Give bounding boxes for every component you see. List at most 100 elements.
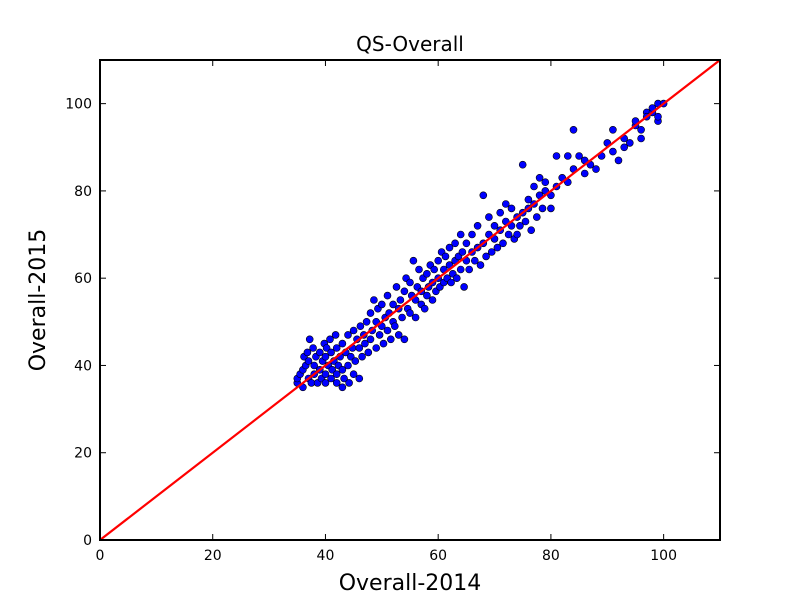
data-point	[473, 222, 482, 230]
data-point	[327, 374, 335, 383]
data-point	[370, 296, 378, 304]
chart-title: QS-Overall	[356, 32, 464, 56]
data-point	[322, 344, 331, 352]
data-point	[609, 126, 617, 134]
data-point	[501, 200, 510, 208]
data-point	[456, 230, 465, 239]
plot-frame	[99, 59, 721, 541]
data-point	[345, 379, 353, 387]
data-point	[349, 326, 358, 335]
data-point	[332, 379, 341, 387]
data-point	[415, 265, 423, 274]
data-point	[344, 361, 352, 370]
data-point	[445, 243, 454, 252]
data-point	[420, 304, 429, 313]
data-point	[332, 370, 341, 379]
data-point	[513, 230, 521, 239]
data-point	[400, 335, 409, 344]
data-point	[356, 322, 365, 331]
data-point	[637, 134, 645, 143]
data-point	[331, 331, 340, 339]
x-tick-label: 100	[650, 548, 677, 564]
data-point	[490, 222, 499, 230]
data-point	[521, 217, 530, 226]
data-point	[340, 374, 348, 383]
data-point	[390, 322, 399, 331]
x-tick-label: 40	[317, 548, 335, 564]
data-points	[293, 99, 668, 392]
data-point	[358, 352, 366, 361]
data-point	[434, 256, 443, 265]
data-point	[527, 226, 536, 234]
data-point	[493, 243, 502, 252]
data-point	[375, 331, 384, 339]
x-tick-label: 80	[542, 548, 560, 564]
data-point	[547, 204, 555, 213]
data-point	[447, 278, 455, 287]
data-point	[476, 261, 485, 269]
data-point	[303, 348, 312, 357]
y-tick-label: 80	[74, 184, 92, 200]
data-point	[409, 256, 418, 265]
data-point	[451, 239, 459, 248]
data-point	[304, 357, 313, 365]
data-point	[361, 339, 369, 348]
data-point	[538, 204, 547, 213]
data-point	[406, 278, 414, 287]
data-point	[430, 265, 439, 274]
data-point	[321, 370, 330, 379]
data-point	[499, 239, 507, 248]
data-point	[326, 335, 334, 344]
data-point	[377, 300, 386, 309]
data-point	[428, 296, 437, 304]
data-point	[338, 339, 347, 348]
data-point	[351, 357, 360, 365]
data-point	[383, 291, 392, 300]
data-point	[496, 208, 505, 217]
data-point	[609, 147, 617, 156]
data-point	[532, 213, 541, 221]
data-point	[338, 383, 347, 392]
data-point	[456, 265, 465, 274]
data-point	[504, 230, 513, 239]
x-tick-label: 60	[429, 548, 447, 564]
data-point	[458, 248, 467, 256]
data-point	[328, 365, 337, 374]
x-tick-label: 20	[204, 548, 222, 564]
data-point	[366, 335, 375, 344]
data-point	[462, 239, 471, 248]
data-point	[441, 252, 450, 261]
data-point	[485, 213, 493, 221]
y-tick-label: 20	[74, 446, 92, 462]
data-point	[541, 178, 550, 186]
data-point	[310, 361, 319, 370]
data-point	[535, 174, 544, 182]
data-point	[327, 348, 335, 357]
data-point	[400, 287, 409, 296]
data-point	[470, 256, 479, 265]
x-tick-label: 0	[96, 548, 105, 564]
data-point	[423, 269, 431, 278]
data-point	[355, 344, 364, 352]
data-point	[394, 331, 403, 339]
data-point	[305, 335, 314, 344]
data-point	[309, 344, 317, 352]
data-point	[487, 248, 496, 256]
data-point	[315, 348, 324, 357]
data-point	[614, 156, 623, 165]
data-point	[552, 152, 561, 160]
data-point	[654, 112, 662, 121]
y-tick-label: 0	[83, 533, 92, 549]
y-tick-label: 40	[74, 358, 92, 374]
data-point	[392, 283, 401, 291]
data-point	[479, 191, 488, 200]
data-point	[398, 313, 406, 322]
data-point	[372, 344, 381, 352]
data-point	[530, 182, 538, 191]
data-point	[344, 331, 352, 339]
axis-ticks: 0 20 40 60 80 100 0 20 40 60 80 100	[65, 60, 720, 564]
data-point	[516, 222, 524, 230]
data-point	[396, 296, 405, 304]
reference-line-layer	[99, 59, 721, 541]
data-point	[338, 365, 347, 374]
